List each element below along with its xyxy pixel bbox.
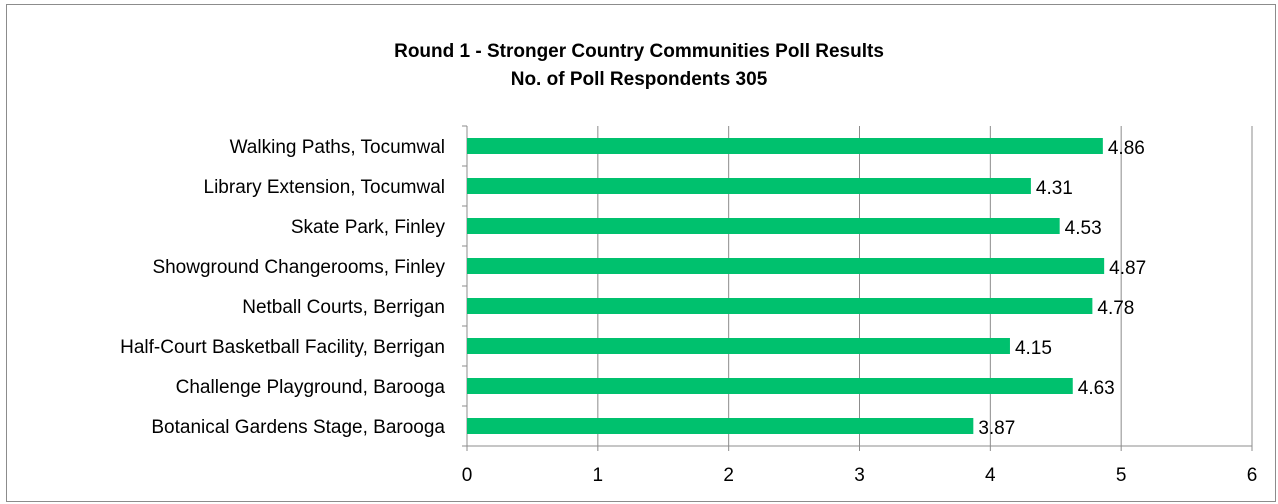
data-label: 4.63 bbox=[1078, 378, 1115, 399]
bar bbox=[467, 338, 1010, 354]
data-label: 3.87 bbox=[978, 418, 1015, 439]
x-tick-label: 4 bbox=[985, 465, 996, 486]
x-tick-label: 5 bbox=[1116, 465, 1127, 486]
x-tick-label: 2 bbox=[723, 465, 734, 486]
x-tick-label: 0 bbox=[462, 465, 473, 486]
bar bbox=[467, 298, 1093, 314]
x-tick-label: 3 bbox=[854, 465, 865, 486]
category-label: Showground Changerooms, Finley bbox=[152, 257, 445, 278]
category-label: Half-Court Basketball Facility, Berrigan bbox=[120, 337, 445, 358]
category-label: Walking Paths, Tocumwal bbox=[230, 137, 445, 158]
bar bbox=[467, 258, 1105, 274]
data-label: 4.87 bbox=[1109, 258, 1146, 279]
category-label: Challenge Playground, Barooga bbox=[176, 377, 446, 398]
chart-subtitle: No. of Poll Respondents 305 bbox=[510, 69, 768, 90]
data-label: 4.86 bbox=[1108, 138, 1145, 159]
data-label: 4.53 bbox=[1065, 218, 1102, 239]
x-tick-label: 6 bbox=[1247, 465, 1258, 486]
bar bbox=[467, 218, 1060, 234]
bar bbox=[467, 138, 1103, 154]
category-label: Library Extension, Tocumwal bbox=[204, 177, 445, 198]
bar bbox=[467, 178, 1031, 194]
data-label: 4.31 bbox=[1036, 178, 1073, 199]
chart-title: Round 1 - Stronger Country Communities P… bbox=[394, 41, 884, 62]
x-tick-label: 1 bbox=[593, 465, 604, 486]
category-label: Botanical Gardens Stage, Barooga bbox=[151, 417, 445, 438]
category-label: Netball Courts, Berrigan bbox=[242, 297, 445, 318]
data-label: 4.78 bbox=[1097, 298, 1134, 319]
bar bbox=[467, 378, 1073, 394]
bar bbox=[467, 418, 974, 434]
category-label: Skate Park, Finley bbox=[291, 217, 446, 238]
data-label: 4.15 bbox=[1015, 338, 1052, 359]
